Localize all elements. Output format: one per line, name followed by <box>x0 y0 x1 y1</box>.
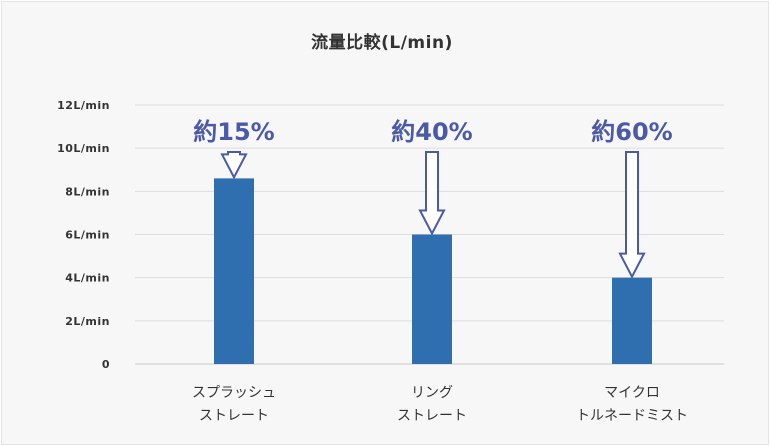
y-tick-label: 4L/min <box>65 272 110 285</box>
percent-annotation: 約40% <box>391 118 472 146</box>
bar <box>214 178 254 364</box>
y-tick-label: 10L/min <box>57 142 110 155</box>
down-arrow-icon <box>418 151 446 236</box>
y-tick-label: 8L/min <box>65 185 110 198</box>
percent-annotation: 約15% <box>193 118 274 146</box>
y-tick-label: 0 <box>102 358 110 371</box>
x-category-label: ストレート <box>397 408 467 424</box>
x-category-label: ストレート <box>199 408 269 424</box>
down-arrow-icon <box>220 151 248 180</box>
y-tick-label: 2L/min <box>65 315 110 328</box>
chart-title: 流量比較(L/min) <box>311 33 453 53</box>
x-category-label: トルネードミスト <box>576 408 688 424</box>
x-category-label: マイクロ <box>604 385 660 401</box>
down-arrow-icon <box>618 151 646 279</box>
bar <box>612 277 652 364</box>
percent-annotation: 約60% <box>591 118 672 146</box>
x-category-label: スプラッシュ <box>192 385 276 401</box>
x-category-label: リング <box>411 385 453 401</box>
bar <box>412 234 452 364</box>
y-tick-label: 6L/min <box>65 229 110 242</box>
y-tick-label: 12L/min <box>57 99 110 112</box>
